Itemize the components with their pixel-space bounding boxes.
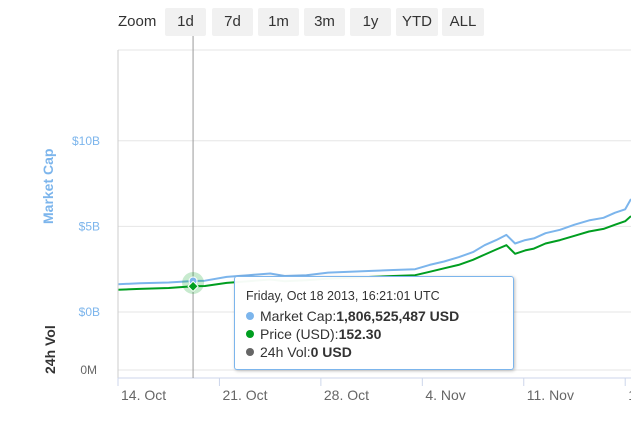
tooltip-row-market-cap: Market Cap: 1,806,525,487 USD xyxy=(246,307,459,325)
tooltip-date: Friday, Oct 18 2013, 16:21:01 UTC xyxy=(246,289,440,303)
zoom-3m-button[interactable]: 3m xyxy=(304,8,345,36)
tooltip-label: Price (USD): xyxy=(260,326,339,342)
x-tick-label: 28. Oct xyxy=(324,387,369,403)
x-tick-label: 21. Oct xyxy=(222,387,267,403)
y-axis-title-market-cap: Market Cap xyxy=(40,148,56,224)
y-tick-label: $10B xyxy=(72,134,100,148)
zoom-label: Zoom xyxy=(118,13,157,30)
marker-layer xyxy=(182,272,205,295)
price-line xyxy=(117,215,631,291)
x-tick-label: 18. Nov xyxy=(628,387,631,403)
zoom-ytd-button[interactable]: YTD xyxy=(396,8,438,36)
tooltip-value: 0 USD xyxy=(310,344,352,360)
x-tick-label: 4. Nov xyxy=(425,387,465,403)
series-layer xyxy=(117,198,631,291)
market-cap-line xyxy=(117,198,631,286)
tooltip-row-price: Price (USD): 152.30 xyxy=(246,325,381,343)
tooltip-label: Market Cap: xyxy=(260,308,337,324)
price-dot-icon xyxy=(246,330,254,338)
volume-dot-icon xyxy=(246,348,254,356)
zoom-1d-button[interactable]: 1d xyxy=(165,8,206,36)
y-tick-label: $5B xyxy=(79,219,100,233)
price-hover-point xyxy=(187,280,199,293)
zoom-7d-button[interactable]: 7d xyxy=(212,8,253,36)
zoom-all-button[interactable]: ALL xyxy=(442,8,484,36)
tooltip-value: 1,806,525,487 USD xyxy=(336,308,460,324)
tooltip-label: 24h Vol: xyxy=(260,344,311,360)
zoom-1y-button[interactable]: 1y xyxy=(350,8,391,36)
market-cap-dot-icon xyxy=(246,312,254,320)
tooltip-row-volume: 24h Vol: 0 USD xyxy=(246,343,352,361)
tooltip-value: 152.30 xyxy=(338,326,382,342)
x-tick-label: 14. Oct xyxy=(121,387,166,403)
axis-layer: $10B $5B $0B 0M 14. Oct 21. Oct 28. Oct 4. Nov 1… xyxy=(72,12,631,403)
zoom-1m-button[interactable]: 1m xyxy=(258,8,299,36)
chart-tooltip: Friday, Oct 18 2013, 16:21:01 UTC Market… xyxy=(234,276,514,370)
y-axis-title-volume: 24h Vol xyxy=(42,325,58,374)
volume-tick-label: 0M xyxy=(80,363,97,377)
x-tick-label: 11. Nov xyxy=(527,387,574,403)
y-tick-label: $0B xyxy=(79,305,100,319)
